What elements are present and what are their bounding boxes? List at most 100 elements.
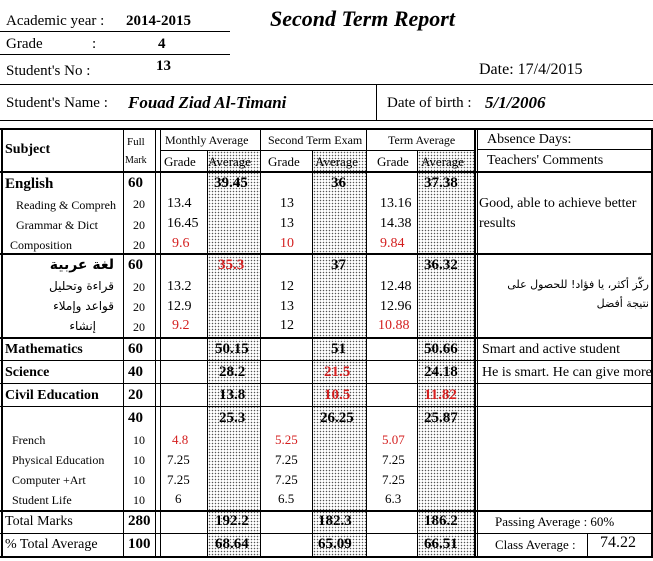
french-monthly-grade: 4.8 <box>172 432 189 447</box>
monthly-average-col-header: Average <box>208 154 252 169</box>
civil-term-average: 11.82 <box>424 387 457 403</box>
subject-composition: Composition <box>10 238 73 252</box>
arabic-comment-line-2: نتيجة أفضل <box>596 297 649 310</box>
total-monthly-average: 192.2 <box>215 513 249 529</box>
subject-computer-art: Computer +Art <box>12 473 86 487</box>
subject-reading-compreh: Reading & Compreh <box>16 198 116 212</box>
english-exam-average: 36 <box>331 175 346 191</box>
arabic-reading-monthly-grade: 13.2 <box>167 279 192 294</box>
dob-label: Date of birth : <box>387 95 472 111</box>
science-exam-average: 21.5 <box>324 364 351 380</box>
subject-grammar-dict: Grammar & Dict <box>16 218 98 232</box>
subject-english: English <box>5 176 54 192</box>
reading-monthly-grade: 13.4 <box>167 196 192 211</box>
subject-science: Science <box>5 365 50 380</box>
subject-arabic-grammar: قواعد وإملاء <box>53 299 114 313</box>
pe-monthly-grade: 7.25 <box>167 452 190 467</box>
student-life-exam-grade: 6.5 <box>278 491 295 506</box>
arabic-writing-full-mark: 20 <box>133 320 145 334</box>
subject-student-life: Student Life <box>12 493 72 507</box>
total-marks-label: Total Marks <box>5 514 73 529</box>
arabic-writing-exam-grade: 12 <box>280 318 294 333</box>
passing-average: Passing Average : 60% <box>495 514 615 529</box>
subject-civil-education: Civil Education <box>5 388 99 403</box>
civil-full-mark: 20 <box>128 387 143 403</box>
english-full-mark: 60 <box>128 175 143 191</box>
science-monthly-average: 28.2 <box>219 364 246 380</box>
group-full-mark: 40 <box>128 410 143 426</box>
french-full-mark: 10 <box>133 433 145 447</box>
report-date: Date: 17/4/2015 <box>479 61 583 78</box>
arabic-full-mark: 60 <box>128 257 143 273</box>
pe-full-mark: 10 <box>133 453 145 467</box>
computer-exam-grade: 7.25 <box>275 472 298 487</box>
math-term-average: 50.66 <box>424 341 458 357</box>
arabic-grammar-exam-grade: 13 <box>280 299 294 314</box>
percent-exam-average: 65.09 <box>318 536 352 552</box>
group-exam-average: 26.25 <box>320 410 354 426</box>
subject-arabic-writing: إنشاء <box>69 319 96 333</box>
student-no-label: Student's No : <box>6 63 91 79</box>
grade-label: Grade <box>6 36 43 52</box>
academic-year-value: 2014-2015 <box>126 13 191 29</box>
grammar-exam-grade: 13 <box>280 216 294 231</box>
class-average-value: 74.22 <box>600 534 636 551</box>
english-monthly-average: 39.45 <box>214 175 248 191</box>
subject-arabic: لغة عربية <box>49 257 114 273</box>
student-name-label: Student's Name : <box>6 95 108 111</box>
term-grade-header: Grade <box>377 154 409 169</box>
arabic-reading-exam-grade: 12 <box>280 279 294 294</box>
exam-grade-header: Grade <box>268 154 300 169</box>
percent-full-mark: 100 <box>128 536 151 552</box>
math-comment: Smart and active student <box>482 342 621 357</box>
exam-average-shading <box>313 151 366 557</box>
arabic-grammar-monthly-grade: 12.9 <box>167 299 192 314</box>
subject-physical-education: Physical Education <box>12 453 105 467</box>
group-term-average: 25.87 <box>424 410 458 426</box>
math-monthly-average: 50.15 <box>215 341 249 357</box>
mark-header: Mark <box>125 155 147 166</box>
group-monthly-average: 25.3 <box>219 410 246 426</box>
grammar-monthly-grade: 16.45 <box>167 216 199 231</box>
composition-term-grade: 9.84 <box>380 236 405 251</box>
english-term-average: 37.38 <box>424 175 458 191</box>
science-full-mark: 40 <box>128 364 143 380</box>
academic-year-label: Academic year : <box>6 13 105 29</box>
student-life-full-mark: 10 <box>133 493 145 507</box>
full-header: Full <box>127 136 145 148</box>
english-comment-line-2: results <box>479 216 516 231</box>
pe-term-grade: 7.25 <box>382 452 405 467</box>
percent-monthly-average: 68.64 <box>215 536 249 552</box>
total-term-average: 186.2 <box>424 513 458 529</box>
report-title: Second Term Report <box>270 6 455 31</box>
french-exam-grade: 5.25 <box>275 432 298 447</box>
english-comment-line-1: Good, able to achieve better <box>479 196 637 211</box>
exam-header: Second Term Exam <box>268 133 363 147</box>
computer-full-mark: 10 <box>133 473 145 487</box>
monthly-average-header: Monthly Average <box>165 133 249 147</box>
arabic-grammar-term-grade: 12.96 <box>380 299 412 314</box>
student-life-monthly-grade: 6 <box>175 491 182 506</box>
reading-term-grade: 13.16 <box>380 196 412 211</box>
exam-average-col-header: Average <box>315 154 359 169</box>
subject-arabic-reading: قراءة وتحليل <box>49 279 114 293</box>
grade-colon: : <box>92 36 97 52</box>
arabic-reading-term-grade: 12.48 <box>380 279 412 294</box>
arabic-reading-full-mark: 20 <box>133 280 145 294</box>
composition-exam-grade: 10 <box>280 236 294 251</box>
arabic-monthly-average: 35.3 <box>218 257 245 273</box>
arabic-term-average: 36.32 <box>424 257 458 273</box>
arabic-writing-monthly-grade: 9.2 <box>172 318 190 333</box>
reading-full-mark: 20 <box>133 197 145 211</box>
math-exam-average: 51 <box>331 341 346 357</box>
composition-monthly-grade: 9.6 <box>172 236 190 251</box>
civil-monthly-average: 13.8 <box>219 387 246 403</box>
student-no-value: 13 <box>156 58 171 74</box>
pe-exam-grade: 7.25 <box>275 452 298 467</box>
arabic-grammar-full-mark: 20 <box>133 300 145 314</box>
absence-days-header: Absence Days: <box>487 132 572 147</box>
term-average-col-header: Average <box>421 154 465 169</box>
term-average-header: Term Average <box>388 133 456 147</box>
arabic-writing-term-grade: 10.88 <box>378 318 410 333</box>
grammar-full-mark: 20 <box>133 218 145 232</box>
